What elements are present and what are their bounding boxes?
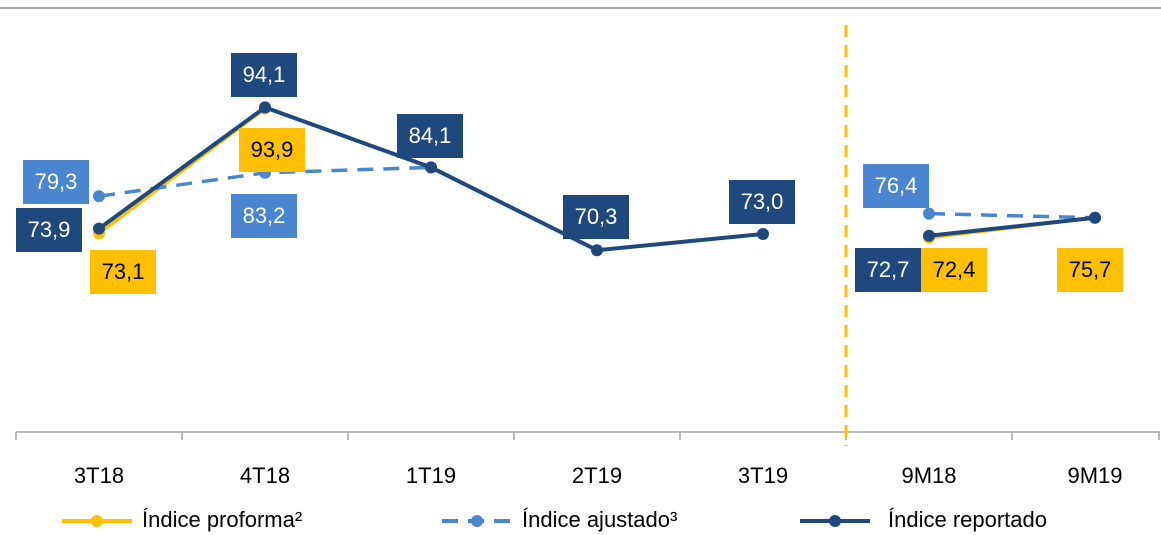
data-label: 83,2 [243,203,286,228]
point [259,101,271,114]
point [923,229,935,242]
label-box [397,114,463,158]
series-line [928,211,1096,220]
label-box [921,248,987,292]
point [1089,211,1101,224]
data-label: 93,9 [251,137,294,162]
point [923,207,935,220]
data-label: 73,9 [28,217,71,242]
point [93,222,105,235]
point [757,228,769,240]
label-box [16,208,82,252]
label-box [231,194,297,238]
point [425,161,437,174]
data-label: 75,7 [1069,257,1112,282]
x-tick-label: 2T19 [572,463,622,488]
data-label: 73,1 [102,259,145,284]
label-box [239,128,305,172]
label-box [1057,248,1123,292]
point [591,244,603,257]
x-tick-label: 4T18 [240,463,290,488]
legend-marker [829,515,841,527]
x-tick-label: 3T19 [738,463,788,488]
point [93,190,105,203]
data-label: 73,0 [741,189,784,214]
legend-marker [91,515,103,527]
legend-marker [471,515,483,527]
x-tick-label: 9M19 [1067,463,1122,488]
legend-label: Índice reportado [888,507,1047,532]
data-label: 70,3 [575,204,618,229]
x-tick-label: 3T18 [74,463,124,488]
x-tick-label: 1T19 [406,463,456,488]
data-label: 79,3 [35,169,78,194]
data-label: 76,4 [875,173,918,198]
legend-label: Índice ajustado³ [522,507,677,532]
legend-label: Índice proforma² [142,507,302,532]
x-tick-label: 9M18 [901,463,956,488]
data-label: 84,1 [409,123,452,148]
label-box [563,195,629,239]
data-label: 94,1 [243,62,286,87]
label-box [23,160,89,204]
data-label: 72,4 [933,257,976,282]
label-box [231,53,297,97]
label-box [855,248,921,292]
series-line [928,215,1096,238]
label-box [90,250,156,294]
data-label: 72,7 [867,257,910,282]
label-box [863,164,929,208]
label-box [729,180,795,224]
